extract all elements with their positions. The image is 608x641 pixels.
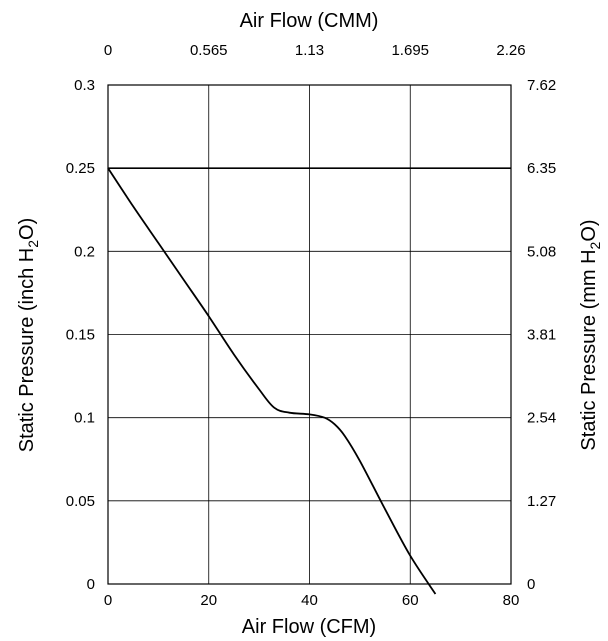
y2-axis-title: Static Pressure (mm H2O)	[578, 219, 603, 450]
x-tick-label: 60	[402, 592, 419, 609]
y-axis-title-sub: 2	[25, 240, 41, 248]
x-tick-labels: 0 20 40 60 80	[104, 592, 520, 609]
y2-axis-title-sub: 2	[587, 241, 603, 249]
y-tick-label: 0.1	[74, 410, 95, 427]
y-tick-label: 0.2	[74, 243, 95, 260]
x2-tick-label: 2.26	[496, 42, 525, 59]
series-layer	[107, 167, 437, 595]
x-tick-label: 0	[104, 592, 112, 609]
y-tick-label: 0.15	[66, 327, 95, 344]
y2-tick-label: 1.27	[527, 493, 556, 510]
y-axis-title-main: Static Pressure (inch H	[16, 248, 38, 453]
x2-tick-label: 0.565	[190, 42, 228, 59]
y-tick-label: 0	[87, 576, 95, 593]
y2-tick-label: 3.81	[527, 327, 556, 344]
y2-axis-title-tail: O)	[578, 219, 600, 241]
x2-tick-label: 0	[104, 42, 112, 59]
x-tick-label: 80	[503, 592, 520, 609]
y2-tick-labels: 0 1.27 2.54 3.81 5.08 6.35 7.62	[527, 77, 556, 593]
y-tick-labels: 0 0.05 0.1 0.15 0.2 0.25 0.3	[66, 77, 95, 593]
y-tick-label: 0.3	[74, 77, 95, 94]
x2-tick-label: 1.13	[295, 42, 324, 59]
x-tick-label: 40	[301, 592, 318, 609]
x2-axis-title: Air Flow (CMM)	[240, 10, 379, 32]
x-axis-title: Air Flow (CFM)	[242, 616, 376, 638]
y-axis-title: Static Pressure (inch H2O)	[16, 218, 41, 453]
y-axis-title-tail: O)	[16, 218, 38, 240]
x2-tick-labels: 0 0.565 1.13 1.695 2.26	[104, 42, 526, 59]
x-tick-label: 20	[200, 592, 217, 609]
y2-tick-label: 2.54	[527, 410, 556, 427]
y-tick-label: 0.25	[66, 160, 95, 177]
pq-curve-line	[107, 167, 437, 595]
y2-tick-label: 6.35	[527, 160, 556, 177]
y2-tick-label: 0	[527, 576, 535, 593]
y2-tick-label: 5.08	[527, 243, 556, 260]
grid	[107, 84, 512, 585]
y-tick-label: 0.05	[66, 493, 95, 510]
x2-tick-label: 1.695	[391, 42, 429, 59]
plot-area-frame	[107, 84, 512, 585]
y2-tick-label: 7.62	[527, 77, 556, 94]
y2-axis-title-main: Static Pressure (mm H	[578, 249, 600, 450]
